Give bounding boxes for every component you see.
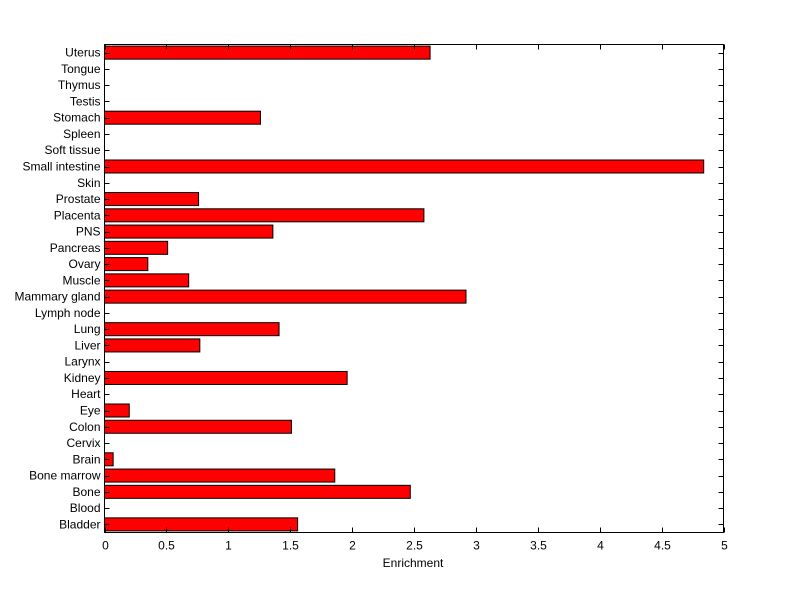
x-tick-label: 1 xyxy=(225,539,232,553)
bar-muscle xyxy=(104,273,190,288)
y-tick-label: Liver xyxy=(74,338,100,352)
y-tick-label: Bone marrow xyxy=(29,469,101,483)
bar-bladder xyxy=(104,517,299,532)
bar-bone xyxy=(104,484,411,499)
y-tick-label: Uterus xyxy=(65,46,100,60)
y-tick-label: Soft tissue xyxy=(44,143,100,157)
y-tick-label: Thymus xyxy=(58,78,101,92)
y-tick-label: Bladder xyxy=(59,517,100,531)
y-tick-label: Brain xyxy=(72,452,100,466)
y-tick-label: Testis xyxy=(70,94,101,108)
bar-pns xyxy=(104,224,274,239)
y-tick-label: Blood xyxy=(70,501,101,515)
y-tick-label: Skin xyxy=(77,176,100,190)
x-tick-label: 3 xyxy=(473,539,480,553)
bar-stomach xyxy=(104,110,261,125)
x-tick-label: 5 xyxy=(721,539,728,553)
y-tick-label: Stomach xyxy=(53,111,100,125)
y-tick-label: Pancreas xyxy=(50,241,101,255)
y-tick-label: Cervix xyxy=(66,436,100,450)
y-tick-label: Kidney xyxy=(64,371,101,385)
y-tick-label: Eye xyxy=(80,404,101,418)
y-tick-label: Bone xyxy=(72,485,100,499)
bar-pancreas xyxy=(104,240,169,255)
y-tick-label: Muscle xyxy=(62,273,100,287)
plot-frame xyxy=(104,44,724,533)
bar-lung xyxy=(104,322,280,337)
bar-bone-marrow xyxy=(104,468,336,483)
x-axis-label: Enrichment xyxy=(383,556,444,570)
x-tick-label: 4.5 xyxy=(654,539,671,553)
bar-colon xyxy=(104,419,292,434)
x-tick-label: 0.5 xyxy=(158,539,175,553)
y-tick-label: Lymph node xyxy=(35,306,101,320)
y-tick-label: Larynx xyxy=(64,355,100,369)
bar-small-intestine xyxy=(104,159,705,174)
bar-uterus xyxy=(104,45,431,60)
bar-eye xyxy=(104,403,130,418)
y-tick-label: Ovary xyxy=(68,257,100,271)
bar-mammary-gland xyxy=(104,289,467,304)
y-tick-label: Colon xyxy=(69,420,100,434)
bar-placenta xyxy=(104,208,425,223)
bar-kidney xyxy=(104,370,348,385)
y-tick-label: Tongue xyxy=(61,62,101,76)
x-tick-label: 1.5 xyxy=(282,539,299,553)
x-tick-label: 2 xyxy=(349,539,356,553)
y-tick-label: PNS xyxy=(76,225,101,239)
y-tick-label: Mammary gland xyxy=(14,290,100,304)
x-tick-label: 4 xyxy=(597,539,604,553)
bar-prostate xyxy=(104,192,200,207)
y-tick-label: Small intestine xyxy=(22,160,100,174)
bars-group xyxy=(104,45,705,532)
y-ticks-group: Bladder Blood Bone Bone marrow Brain Cervix Co… xyxy=(14,46,724,531)
y-tick-label: Placenta xyxy=(54,208,101,222)
bar-liver xyxy=(104,338,201,353)
y-tick-label: Prostate xyxy=(56,192,101,206)
x-tick-label: 2.5 xyxy=(406,539,423,553)
bar-ovary xyxy=(104,257,149,272)
y-tick-label: Heart xyxy=(71,387,101,401)
x-ticks-group: 0 0.5 1 1.5 2 2.5 3 3.5 4 4.5 5 xyxy=(102,44,728,553)
y-tick-label: Lung xyxy=(74,322,101,336)
x-tick-label: 0 xyxy=(102,539,109,553)
y-tick-label: Spleen xyxy=(63,127,100,141)
x-tick-label: 3.5 xyxy=(530,539,547,553)
